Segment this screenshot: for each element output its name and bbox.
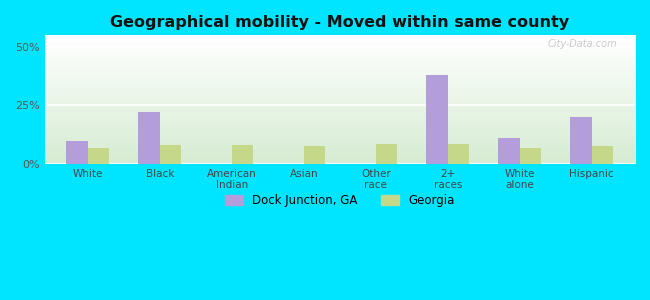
Title: Geographical mobility - Moved within same county: Geographical mobility - Moved within sam… [111,15,569,30]
Bar [232,145,254,164]
Bar [426,75,448,164]
Bar [66,140,88,164]
Bar [498,138,520,164]
Bar [88,148,109,164]
Bar [520,148,541,164]
Bar [304,146,326,164]
Bar [376,144,397,164]
Legend: Dock Junction, GA, Georgia: Dock Junction, GA, Georgia [220,190,460,212]
Text: City-Data.com: City-Data.com [548,39,617,49]
Bar [160,145,181,164]
Bar [570,117,592,164]
Bar [592,146,614,164]
Bar [138,112,160,164]
Bar [448,144,469,164]
